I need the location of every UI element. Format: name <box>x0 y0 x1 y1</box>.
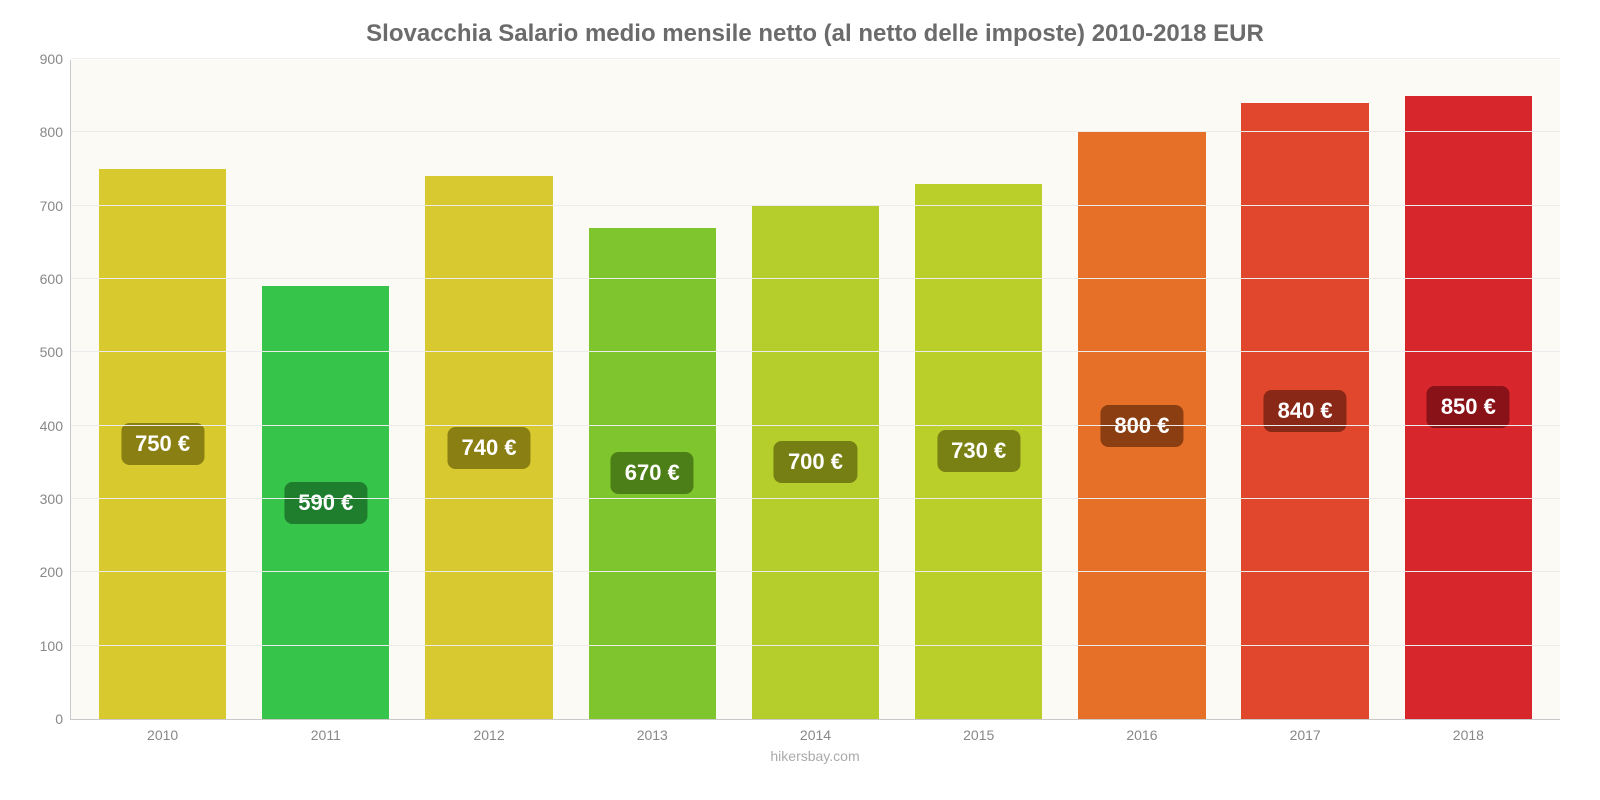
bar-slot: 700 €2014 <box>734 60 897 719</box>
y-tick-label: 500 <box>29 344 63 360</box>
gridline <box>71 131 1560 132</box>
x-tick-label: 2012 <box>473 727 504 743</box>
bar-slot: 730 €2015 <box>897 60 1060 719</box>
bar-slot: 740 €2012 <box>407 60 570 719</box>
y-tick-label: 100 <box>29 638 63 654</box>
bar-slot: 670 €2013 <box>571 60 734 719</box>
plot-area: 750 €2010590 €2011740 €2012670 €2013700 … <box>70 60 1560 720</box>
bar: 800 € <box>1078 132 1205 719</box>
value-badge: 700 € <box>774 441 857 483</box>
salary-bar-chart: Slovacchia Salario medio mensile netto (… <box>0 0 1600 800</box>
bar-slot: 750 €2010 <box>81 60 244 719</box>
bar: 730 € <box>915 184 1042 719</box>
y-tick-label: 700 <box>29 198 63 214</box>
value-badge: 670 € <box>611 452 694 494</box>
bar-slot: 850 €2018 <box>1387 60 1550 719</box>
gridline <box>71 425 1560 426</box>
y-tick-label: 0 <box>29 711 63 727</box>
bar: 740 € <box>425 176 552 719</box>
y-tick-label: 800 <box>29 124 63 140</box>
gridline <box>71 645 1560 646</box>
bars-wrap: 750 €2010590 €2011740 €2012670 €2013700 … <box>71 60 1560 719</box>
x-tick-label: 2010 <box>147 727 178 743</box>
x-tick-label: 2011 <box>311 727 341 743</box>
value-badge: 740 € <box>448 427 531 469</box>
y-tick-label: 400 <box>29 418 63 434</box>
value-badge: 850 € <box>1427 386 1510 428</box>
chart-title: Slovacchia Salario medio mensile netto (… <box>70 20 1560 48</box>
bar: 750 € <box>99 169 226 719</box>
bar: 700 € <box>752 206 879 719</box>
x-tick-label: 2014 <box>800 727 831 743</box>
x-tick-label: 2018 <box>1453 727 1484 743</box>
y-tick-label: 200 <box>29 564 63 580</box>
x-tick-label: 2017 <box>1290 727 1321 743</box>
value-badge: 800 € <box>1100 405 1183 447</box>
value-badge: 750 € <box>121 423 204 465</box>
bar-slot: 590 €2011 <box>244 60 407 719</box>
value-badge: 840 € <box>1264 390 1347 432</box>
y-tick-label: 300 <box>29 491 63 507</box>
value-badge: 730 € <box>937 430 1020 472</box>
bar: 850 € <box>1405 96 1532 719</box>
x-tick-label: 2016 <box>1126 727 1157 743</box>
x-tick-label: 2013 <box>637 727 668 743</box>
gridline <box>71 571 1560 572</box>
gridline <box>71 58 1560 59</box>
value-badge: 590 € <box>284 482 367 524</box>
bar-slot: 840 €2017 <box>1224 60 1387 719</box>
bar-slot: 800 €2016 <box>1060 60 1223 719</box>
gridline <box>71 205 1560 206</box>
source-label: hikersbay.com <box>70 748 1560 764</box>
gridline <box>71 351 1560 352</box>
y-tick-label: 900 <box>29 51 63 67</box>
gridline <box>71 278 1560 279</box>
x-tick-label: 2015 <box>963 727 994 743</box>
y-tick-label: 600 <box>29 271 63 287</box>
gridline <box>71 498 1560 499</box>
bar: 840 € <box>1241 103 1368 719</box>
